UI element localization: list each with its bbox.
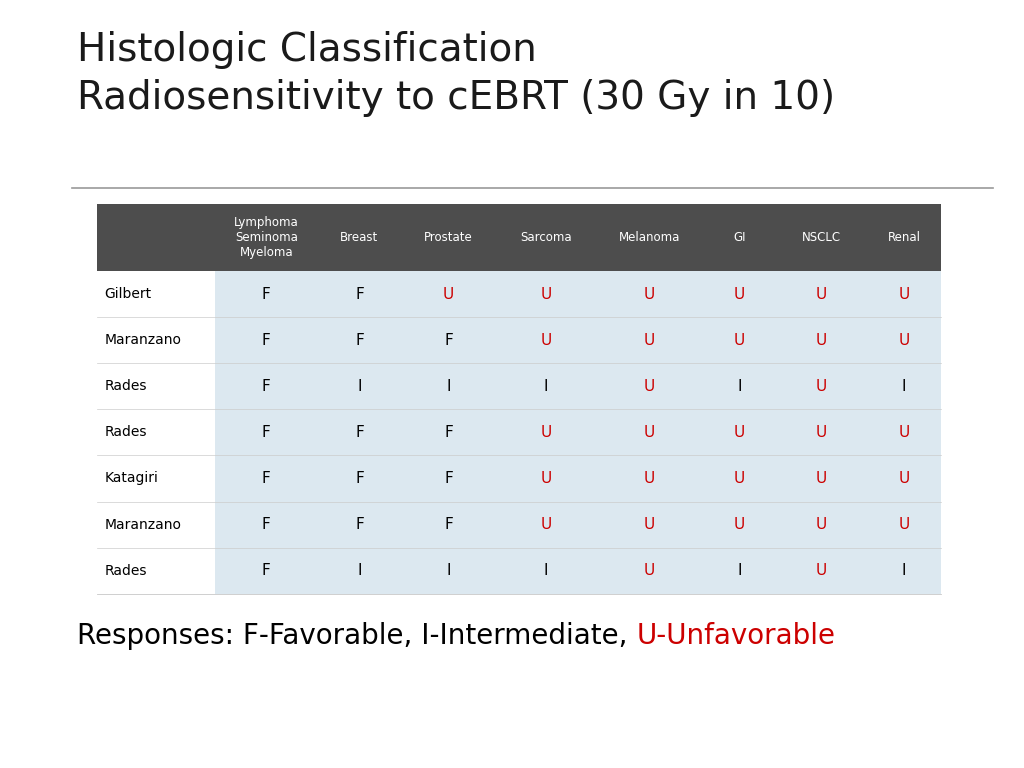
Text: U: U xyxy=(644,563,655,578)
Text: U: U xyxy=(644,517,655,532)
Text: Responses: F-Favorable, I-Intermediate,: Responses: F-Favorable, I-Intermediate, xyxy=(77,622,636,650)
Text: I: I xyxy=(544,379,548,394)
Text: Melanoma: Melanoma xyxy=(620,231,680,243)
Text: Katagiri: Katagiri xyxy=(104,472,159,485)
Text: U: U xyxy=(899,471,909,486)
Text: U: U xyxy=(541,517,551,532)
Text: U-Unfavorable: U-Unfavorable xyxy=(636,622,836,650)
Text: I: I xyxy=(357,563,361,578)
Text: I: I xyxy=(544,563,548,578)
Text: U: U xyxy=(899,517,909,532)
Text: U: U xyxy=(816,517,826,532)
Text: U: U xyxy=(644,471,655,486)
Text: U: U xyxy=(734,471,744,486)
Text: F: F xyxy=(262,563,270,578)
Text: F: F xyxy=(262,333,270,348)
Text: U: U xyxy=(644,379,655,394)
Text: Maranzano: Maranzano xyxy=(104,333,181,347)
Text: F: F xyxy=(355,286,364,302)
Text: NSCLC: NSCLC xyxy=(802,231,841,243)
Text: F: F xyxy=(355,425,364,440)
Text: U: U xyxy=(816,379,826,394)
Text: U: U xyxy=(541,286,551,302)
Text: Lymphoma
Seminoma
Myeloma: Lymphoma Seminoma Myeloma xyxy=(233,216,299,259)
Text: U: U xyxy=(816,425,826,440)
Text: U: U xyxy=(644,425,655,440)
Text: U: U xyxy=(541,425,551,440)
Text: Histologic Classification
Radiosensitivity to cEBRT (30 Gy in 10): Histologic Classification Radiosensitivi… xyxy=(77,31,835,118)
Text: I: I xyxy=(902,563,906,578)
Text: F: F xyxy=(444,517,453,532)
Text: F: F xyxy=(262,286,270,302)
Text: F: F xyxy=(262,517,270,532)
Text: I: I xyxy=(902,379,906,394)
Text: F: F xyxy=(262,379,270,394)
Text: F: F xyxy=(355,517,364,532)
Text: I: I xyxy=(737,563,741,578)
Text: U: U xyxy=(644,333,655,348)
Text: U: U xyxy=(816,333,826,348)
Text: U: U xyxy=(541,333,551,348)
Text: U: U xyxy=(899,286,909,302)
Text: U: U xyxy=(734,286,744,302)
Text: Rades: Rades xyxy=(104,425,147,439)
Text: U: U xyxy=(816,471,826,486)
Text: U: U xyxy=(734,333,744,348)
Text: U: U xyxy=(443,286,454,302)
Text: U: U xyxy=(816,286,826,302)
Text: Maranzano: Maranzano xyxy=(104,518,181,531)
Text: Sarcoma: Sarcoma xyxy=(520,231,571,243)
Text: U: U xyxy=(734,517,744,532)
Text: U: U xyxy=(734,425,744,440)
Text: F: F xyxy=(262,425,270,440)
Text: I: I xyxy=(737,379,741,394)
Text: F: F xyxy=(444,333,453,348)
Text: U: U xyxy=(644,286,655,302)
Text: F: F xyxy=(444,471,453,486)
Text: U: U xyxy=(899,425,909,440)
Text: F: F xyxy=(355,471,364,486)
Text: Rades: Rades xyxy=(104,379,147,393)
Text: I: I xyxy=(446,379,451,394)
Text: F: F xyxy=(262,471,270,486)
Text: I: I xyxy=(446,563,451,578)
Text: F: F xyxy=(444,425,453,440)
Text: U: U xyxy=(541,471,551,486)
Text: Renal: Renal xyxy=(888,231,921,243)
Text: U: U xyxy=(816,563,826,578)
Text: F: F xyxy=(355,333,364,348)
Text: Rades: Rades xyxy=(104,564,147,578)
Text: Breast: Breast xyxy=(340,231,379,243)
Text: U: U xyxy=(899,333,909,348)
Text: I: I xyxy=(357,379,361,394)
Text: GI: GI xyxy=(733,231,745,243)
Text: Gilbert: Gilbert xyxy=(104,287,152,301)
Text: Prostate: Prostate xyxy=(424,231,473,243)
